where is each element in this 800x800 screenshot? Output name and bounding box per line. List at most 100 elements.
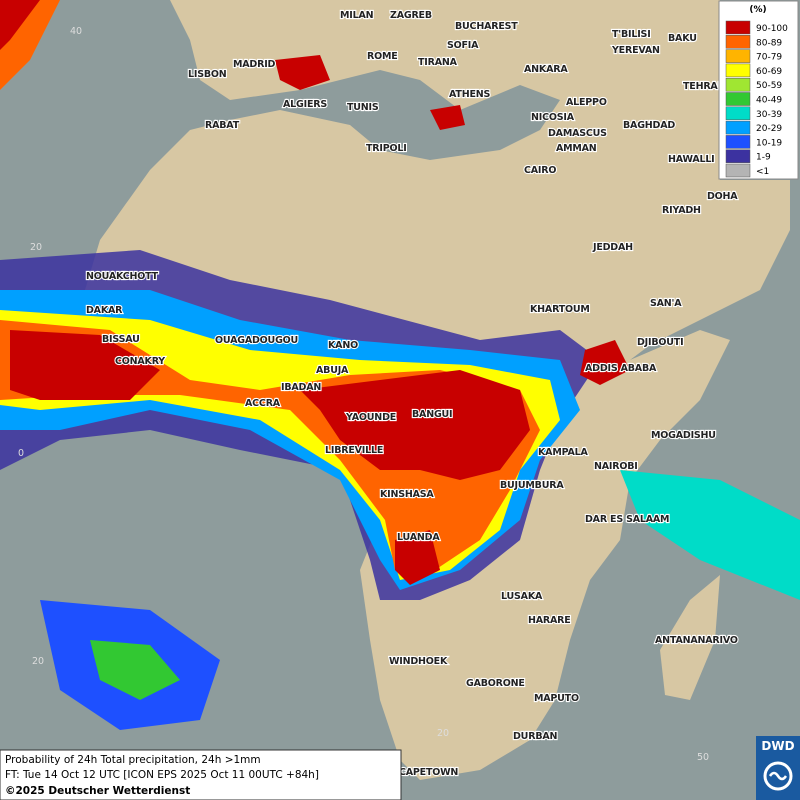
city-label: TIRANA bbox=[418, 57, 458, 68]
city-label: LISBON bbox=[188, 69, 227, 80]
city-label: CONAKRY bbox=[115, 356, 165, 367]
grid-label: 20 bbox=[30, 242, 42, 253]
legend-swatch bbox=[725, 135, 751, 149]
legend-label: 50-59 bbox=[756, 81, 782, 91]
city-label: BANGUI bbox=[412, 409, 452, 420]
logo-text: DWD bbox=[761, 739, 794, 753]
grid-label: 40 bbox=[70, 26, 82, 37]
city-label: TEHRAN bbox=[683, 81, 726, 92]
logo-icon bbox=[768, 771, 788, 781]
city-label: BUJUMBURA bbox=[500, 480, 564, 491]
city-labels: MILAN ZAGREB BUCHAREST T'BILISI BAKU MADRID RO… bbox=[85, 9, 740, 779]
city-label: MADRID bbox=[233, 59, 276, 70]
precip-mediterranean bbox=[275, 55, 465, 130]
precip-north-atlantic-core bbox=[0, 0, 40, 50]
city-label: DURBAN bbox=[513, 731, 558, 742]
madagascar bbox=[660, 575, 720, 700]
legend-swatch bbox=[725, 77, 751, 92]
city-label: AMMAN bbox=[556, 143, 597, 154]
city-label: OUAGADOUGOU bbox=[215, 335, 298, 346]
legend-label: 80-89 bbox=[756, 38, 782, 48]
legend-label: 90-100 bbox=[756, 24, 788, 34]
city-label: ATHENS bbox=[449, 89, 490, 100]
city-label: LUANDA bbox=[397, 532, 440, 543]
city-label: CAIRO bbox=[524, 165, 556, 176]
legend-label: 70-79 bbox=[756, 53, 782, 63]
city-label: RIYADH bbox=[662, 205, 701, 216]
city-label: KHARTOUM bbox=[530, 304, 590, 315]
legend-label: 1-9 bbox=[756, 153, 771, 163]
legend-swatch bbox=[725, 163, 751, 178]
grid-label: 0 bbox=[18, 448, 24, 459]
city-label: T'BILISI bbox=[612, 29, 651, 40]
precip-indian-ocean bbox=[620, 470, 800, 600]
city-label: LUSAKA bbox=[501, 591, 543, 602]
city-label: YEREVAN bbox=[611, 45, 660, 56]
city-label: ADDIS ABABA bbox=[585, 363, 657, 374]
city-label: KAMPALA bbox=[538, 447, 588, 458]
legend-swatch bbox=[725, 63, 751, 78]
city-label: SOFIA bbox=[447, 40, 479, 51]
city-label: KINSHASA bbox=[380, 489, 434, 500]
grid-label: 50 bbox=[697, 752, 709, 763]
city-label: YAOUNDE bbox=[345, 412, 396, 423]
footer-line: ©2025 Deutscher Wetterdienst bbox=[5, 785, 190, 797]
legend-swatch bbox=[725, 92, 751, 106]
footer-line: Probability of 24h Total precipitation, … bbox=[5, 754, 261, 766]
legend: (%) 90-100 80-89 70-79 60-69 50-59 40-49 30-39… bbox=[718, 0, 799, 180]
city-label: BUCHAREST bbox=[455, 21, 518, 32]
city-label: MILAN bbox=[340, 10, 374, 21]
city-label: JEDDAH bbox=[592, 242, 633, 253]
city-label: ALEPPO bbox=[566, 97, 607, 108]
city-label: ANKARA bbox=[524, 64, 568, 75]
city-label: ALGIERS bbox=[283, 99, 327, 110]
city-label: ACCRA bbox=[245, 398, 281, 409]
grid-label: 20 bbox=[32, 656, 44, 667]
legend-label: 20-29 bbox=[756, 124, 782, 134]
city-label: WINDHOEK bbox=[389, 656, 448, 667]
city-label: GABORONE bbox=[466, 678, 525, 689]
legend-label: 60-69 bbox=[756, 67, 782, 77]
logo-icon bbox=[763, 761, 793, 791]
legend-unit: (%) bbox=[749, 5, 766, 15]
legend-swatch bbox=[725, 20, 751, 35]
city-label: MOGADISHU bbox=[651, 430, 716, 441]
city-label: CAPETOWN bbox=[399, 767, 458, 778]
city-label: BAKU bbox=[668, 33, 697, 44]
city-label: DAMASCUS bbox=[548, 128, 607, 139]
grid-label: 20 bbox=[437, 728, 449, 739]
city-label: MAPUTO bbox=[534, 693, 579, 704]
city-label: NICOSIA bbox=[531, 112, 575, 123]
city-label: ABUJA bbox=[316, 365, 349, 376]
footer-line: FT: Tue 14 Oct 12 UTC [ICON EPS 2025 Oct… bbox=[5, 769, 319, 781]
legend-swatch bbox=[725, 35, 751, 49]
legend-label: 10-19 bbox=[756, 138, 782, 148]
city-label: ROME bbox=[367, 51, 398, 62]
precip-90-100 bbox=[10, 330, 630, 585]
city-label: TRIPOLI bbox=[366, 143, 407, 154]
city-label: KANO bbox=[328, 340, 358, 351]
city-label: DAKAR bbox=[86, 305, 123, 316]
legend-label: 30-39 bbox=[756, 110, 782, 120]
precip-south-atlantic-core bbox=[90, 640, 180, 700]
city-label: BISSAU bbox=[102, 334, 140, 345]
city-label: DOHA bbox=[707, 191, 738, 202]
legend-swatch bbox=[725, 106, 751, 121]
city-label: ZAGREB bbox=[390, 10, 432, 21]
city-label: BAGHDAD bbox=[623, 120, 675, 131]
city-label: HARARE bbox=[528, 615, 571, 626]
city-label: DAR ES SALAAM bbox=[585, 514, 669, 525]
legend-label: 40-49 bbox=[756, 96, 782, 106]
city-label: TUNIS bbox=[347, 102, 379, 113]
city-label: NAIROBI bbox=[594, 461, 638, 472]
city-label: HAWALLI bbox=[668, 154, 715, 165]
grid-labels: 40 20 0 20 20 50 bbox=[18, 26, 709, 763]
city-label: NOUAKCHOTT bbox=[86, 271, 159, 282]
city-label: ANTANANARIVO bbox=[655, 635, 738, 646]
city-label: RABAT bbox=[205, 120, 240, 131]
legend-swatch bbox=[725, 149, 751, 163]
footer-box bbox=[0, 749, 402, 800]
city-label: LIBREVILLE bbox=[325, 445, 383, 456]
city-label: IBADAN bbox=[281, 382, 321, 393]
